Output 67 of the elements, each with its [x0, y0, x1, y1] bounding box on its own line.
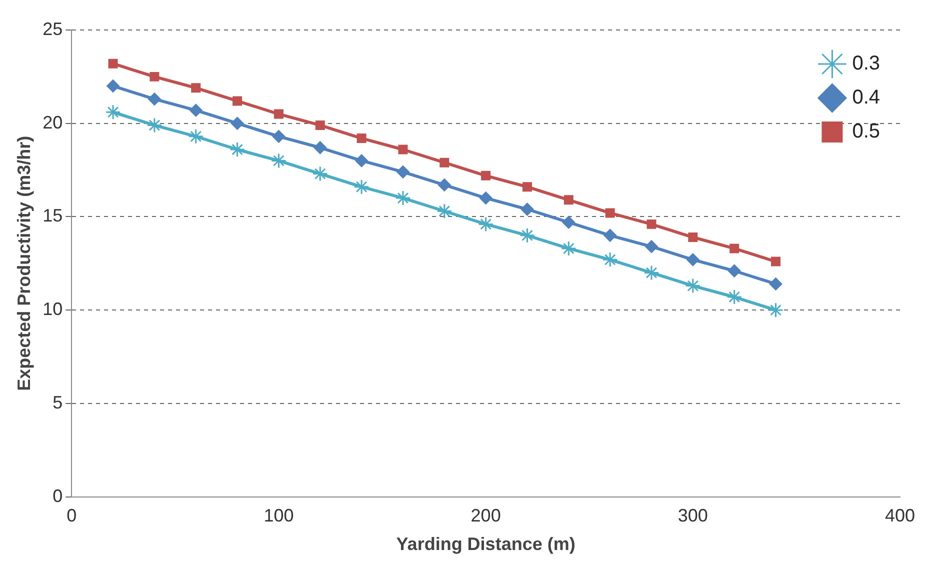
- legend-label: 0.5: [852, 120, 880, 143]
- point: [272, 130, 286, 143]
- point: [644, 240, 658, 254]
- point: [560, 240, 576, 256]
- point: [522, 182, 532, 192]
- point: [438, 178, 451, 192]
- point: [605, 208, 615, 218]
- point: [188, 128, 204, 144]
- point: [564, 195, 574, 205]
- point: [481, 170, 491, 180]
- point: [314, 141, 327, 154]
- point: [148, 92, 161, 106]
- point: [685, 278, 701, 294]
- y-tick-label: 15: [42, 206, 63, 226]
- y-axis-title: Expected Productivity (m3/hr): [14, 136, 34, 391]
- point: [478, 216, 494, 232]
- point: [230, 116, 244, 130]
- legend-label: 0.4: [852, 86, 880, 109]
- y-tick-label: 25: [42, 18, 63, 39]
- point: [686, 253, 700, 266]
- point: [436, 203, 452, 219]
- point: [646, 219, 656, 229]
- point: [769, 277, 782, 290]
- point: [108, 58, 118, 68]
- point: [771, 256, 780, 266]
- point: [562, 216, 576, 229]
- point: [726, 289, 742, 305]
- x-tick-label: 0: [66, 506, 77, 526]
- point: [768, 302, 784, 318]
- x-tick-label: 100: [264, 506, 294, 526]
- point: [644, 264, 660, 280]
- point: [146, 117, 162, 133]
- point: [189, 104, 202, 117]
- y-tick-label: 20: [42, 112, 63, 132]
- point: [519, 228, 535, 244]
- point: [520, 202, 534, 216]
- point: [728, 264, 741, 278]
- point: [395, 190, 411, 206]
- point: [688, 232, 698, 242]
- point: [315, 120, 325, 130]
- point: [230, 142, 246, 158]
- point: [354, 179, 370, 195]
- point: [150, 72, 160, 82]
- point: [355, 154, 368, 168]
- point: [105, 104, 121, 120]
- legend-label: 0.3: [852, 52, 880, 75]
- point: [479, 192, 492, 205]
- point: [274, 109, 284, 119]
- point: [232, 96, 242, 106]
- point: [604, 228, 617, 242]
- x-tick-label: 300: [678, 506, 708, 526]
- y-tick-label: 0: [52, 486, 63, 506]
- point: [270, 152, 286, 168]
- point: [602, 252, 618, 268]
- point: [440, 158, 450, 168]
- x-tick-label: 200: [470, 506, 501, 526]
- x-axis-title: Yarding Distance (m): [396, 534, 576, 554]
- point: [730, 244, 740, 254]
- y-tick-label: 10: [42, 299, 63, 320]
- point: [356, 134, 366, 144]
- point: [191, 83, 201, 93]
- x-tick-label: 400: [884, 506, 916, 526]
- point: [396, 165, 410, 178]
- y-tick-label: 5: [52, 392, 63, 412]
- point: [398, 144, 408, 154]
- point: [312, 166, 328, 182]
- point: [106, 80, 120, 93]
